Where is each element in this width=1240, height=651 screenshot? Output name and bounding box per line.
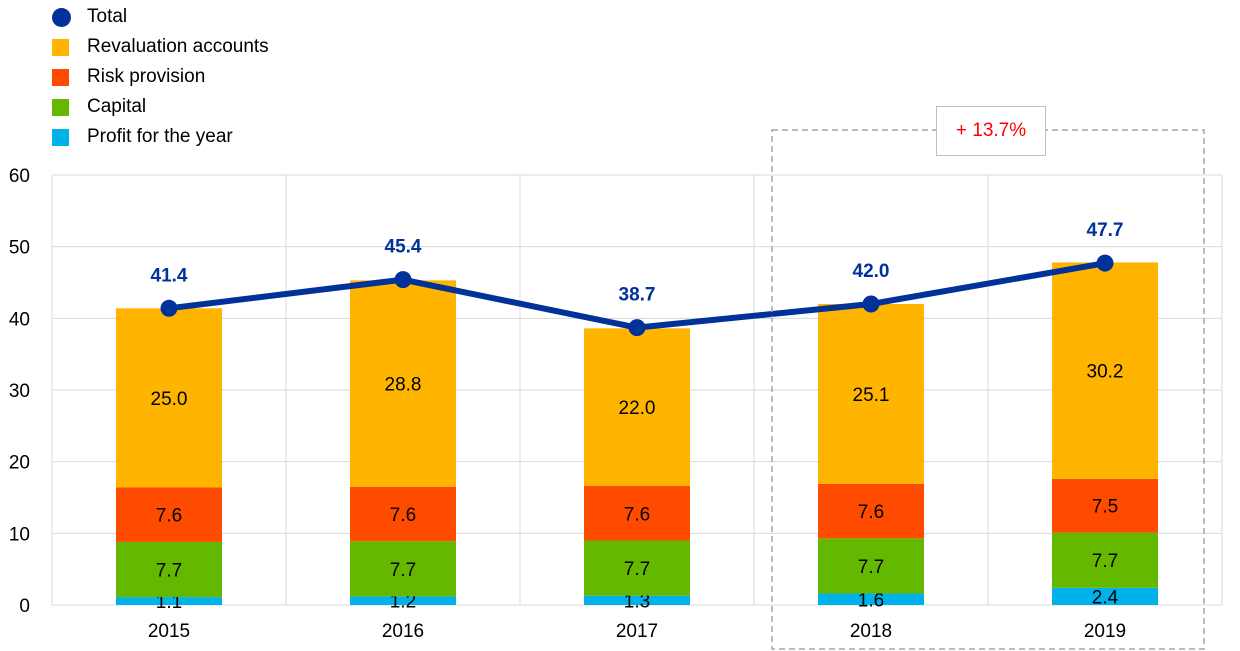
y-tick-label: 50	[9, 238, 30, 259]
bar-segment	[350, 486, 456, 542]
data-label: 7.6	[390, 505, 416, 526]
bar-segment	[350, 596, 456, 605]
x-tick-label: 2017	[616, 621, 658, 642]
x-tick-label: 2018	[850, 621, 892, 642]
y-tick-label: 60	[9, 166, 30, 187]
total-label: 45.4	[385, 237, 422, 258]
bar-segment	[818, 483, 924, 539]
y-tick-label: 40	[9, 309, 30, 330]
data-label: 25.0	[151, 389, 188, 410]
total-point	[862, 295, 880, 313]
legend-marker	[52, 38, 69, 56]
legend-label: Revaluation accounts	[87, 36, 269, 57]
legend-marker	[52, 68, 69, 86]
data-label: 7.7	[858, 557, 884, 578]
data-label: 28.8	[385, 375, 422, 396]
bar-segment	[350, 541, 456, 597]
data-label: 1.2	[390, 592, 416, 613]
bar-segment	[1052, 262, 1158, 479]
bar-segment	[584, 328, 690, 487]
legend-item-revaluation: Revaluation accounts	[52, 32, 269, 62]
total-label: 41.4	[151, 265, 188, 286]
bar-segment	[1052, 478, 1158, 533]
data-label: 7.7	[1092, 551, 1118, 572]
data-label: 1.6	[858, 590, 884, 611]
legend-item-profit: Profit for the year	[52, 122, 269, 152]
legend-label: Risk provision	[87, 66, 206, 87]
bar-segment	[818, 304, 924, 484]
total-label: 42.0	[853, 261, 890, 282]
y-tick-label: 20	[9, 453, 30, 474]
legend-item-capital: Capital	[52, 92, 269, 122]
bar-segment	[116, 541, 222, 598]
x-tick-label: 2016	[382, 621, 424, 642]
legend-item-risk: Risk provision	[52, 62, 269, 92]
legend-label: Profit for the year	[87, 126, 233, 147]
bar-segment	[116, 487, 222, 542]
change-annotation: + 13.7%	[936, 106, 1046, 156]
bar-segment	[818, 538, 924, 594]
data-label: 7.5	[1092, 497, 1118, 518]
data-label: 1.1	[156, 592, 182, 613]
x-tick-label: 2019	[1084, 621, 1126, 642]
data-label: 7.6	[156, 506, 182, 527]
total-point	[628, 319, 646, 337]
y-tick-label: 30	[9, 381, 30, 402]
legend: Total Revaluation accounts Risk provisio…	[52, 2, 269, 152]
x-tick-label: 2015	[148, 621, 190, 642]
data-label: 7.7	[390, 560, 416, 581]
y-tick-label: 10	[9, 524, 30, 545]
bar-segment	[584, 486, 690, 541]
data-label: 7.6	[858, 502, 884, 523]
legend-label: Capital	[87, 96, 147, 117]
bar-segment	[116, 308, 222, 488]
change-annotation-text: + 13.7%	[955, 120, 1027, 141]
legend-label: Total	[87, 6, 128, 27]
data-label: 22.0	[619, 398, 656, 419]
data-label: 1.3	[624, 591, 650, 612]
bar-segment	[1052, 532, 1158, 588]
total-point	[160, 299, 178, 317]
total-label: 38.7	[619, 285, 656, 306]
bar-segment	[584, 595, 690, 605]
bar-segment	[1052, 587, 1158, 605]
total-point	[1096, 254, 1114, 272]
total-point	[394, 271, 412, 289]
data-label: 30.2	[1087, 362, 1124, 383]
data-label: 25.1	[853, 385, 890, 406]
bar-segment	[116, 597, 222, 605]
data-label: 7.7	[156, 561, 182, 582]
data-label: 7.7	[624, 559, 650, 580]
legend-item-total: Total	[52, 2, 269, 32]
y-tick-label: 0	[19, 596, 30, 617]
bar-segment	[350, 280, 456, 487]
legend-marker	[52, 98, 69, 116]
bar-segment	[584, 540, 690, 596]
total-label: 47.7	[1087, 220, 1124, 241]
data-label: 7.6	[624, 504, 650, 525]
legend-marker	[52, 7, 71, 27]
legend-marker	[52, 128, 69, 146]
bar-segment	[818, 593, 924, 605]
data-label: 2.4	[1092, 587, 1119, 608]
